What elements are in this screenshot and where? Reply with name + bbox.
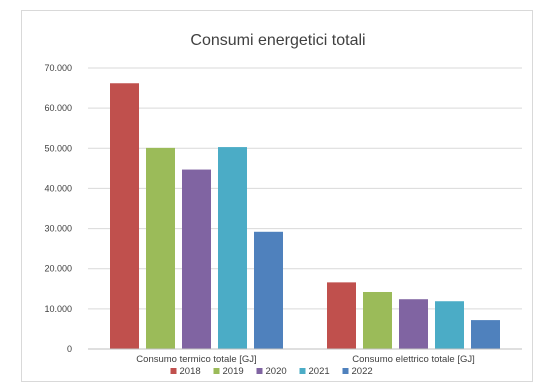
legend-label: 2019 — [223, 366, 244, 377]
y-tick-label: 70.000 — [44, 63, 72, 73]
bar-2018-elettrico — [327, 282, 356, 349]
x-category-label: Consumo elettrico totale [GJ] — [352, 354, 475, 365]
legend-swatch — [213, 368, 220, 374]
bars — [110, 83, 500, 350]
bar-2022-elettrico — [471, 320, 500, 349]
y-tick-label: 40.000 — [44, 183, 72, 193]
legend-label: 2020 — [266, 366, 287, 377]
y-tick-label: 0 — [67, 344, 72, 354]
y-axis-ticks: 0 10.000 20.000 30.000 40.000 50.000 60.000 70.… — [44, 63, 72, 354]
bar-2018-termico — [110, 83, 139, 350]
legend-label: 2018 — [180, 366, 201, 377]
y-tick-label: 30.000 — [44, 224, 72, 234]
bar-2019-termico — [146, 147, 175, 349]
y-tick-label: 20.000 — [44, 264, 72, 274]
y-tick-label: 10.000 — [44, 304, 72, 314]
x-category-label: Consumo termico totale [GJ] — [136, 354, 256, 365]
bar-2019-elettrico — [363, 291, 392, 349]
legend-label: 2022 — [352, 366, 373, 377]
y-tick-label: 60.000 — [44, 103, 72, 113]
bar-2021-elettrico — [435, 301, 464, 349]
bar-2020-termico — [182, 169, 211, 349]
x-axis-categories: Consumo termico totale [GJ] Consumo elett… — [136, 354, 474, 365]
legend-swatch — [170, 368, 177, 374]
chart-svg: Consumi energetici totali 0 10.000 20.000 3… — [44, 32, 522, 377]
legend-swatch — [299, 368, 306, 374]
bar-2021-termico — [218, 147, 247, 349]
legend-swatch — [256, 368, 263, 374]
y-tick-label: 50.000 — [44, 143, 72, 153]
bar-2020-elettrico — [399, 299, 428, 349]
chart-title: Consumi energetici totali — [190, 32, 365, 49]
legend: 2018 2019 2020 2021 2022 — [170, 366, 373, 377]
legend-swatch — [342, 368, 349, 374]
bar-2022-termico — [254, 231, 283, 349]
chart-frame: Consumi energetici totali 0 10.000 20.000 3… — [21, 10, 533, 382]
legend-label: 2021 — [309, 366, 330, 377]
